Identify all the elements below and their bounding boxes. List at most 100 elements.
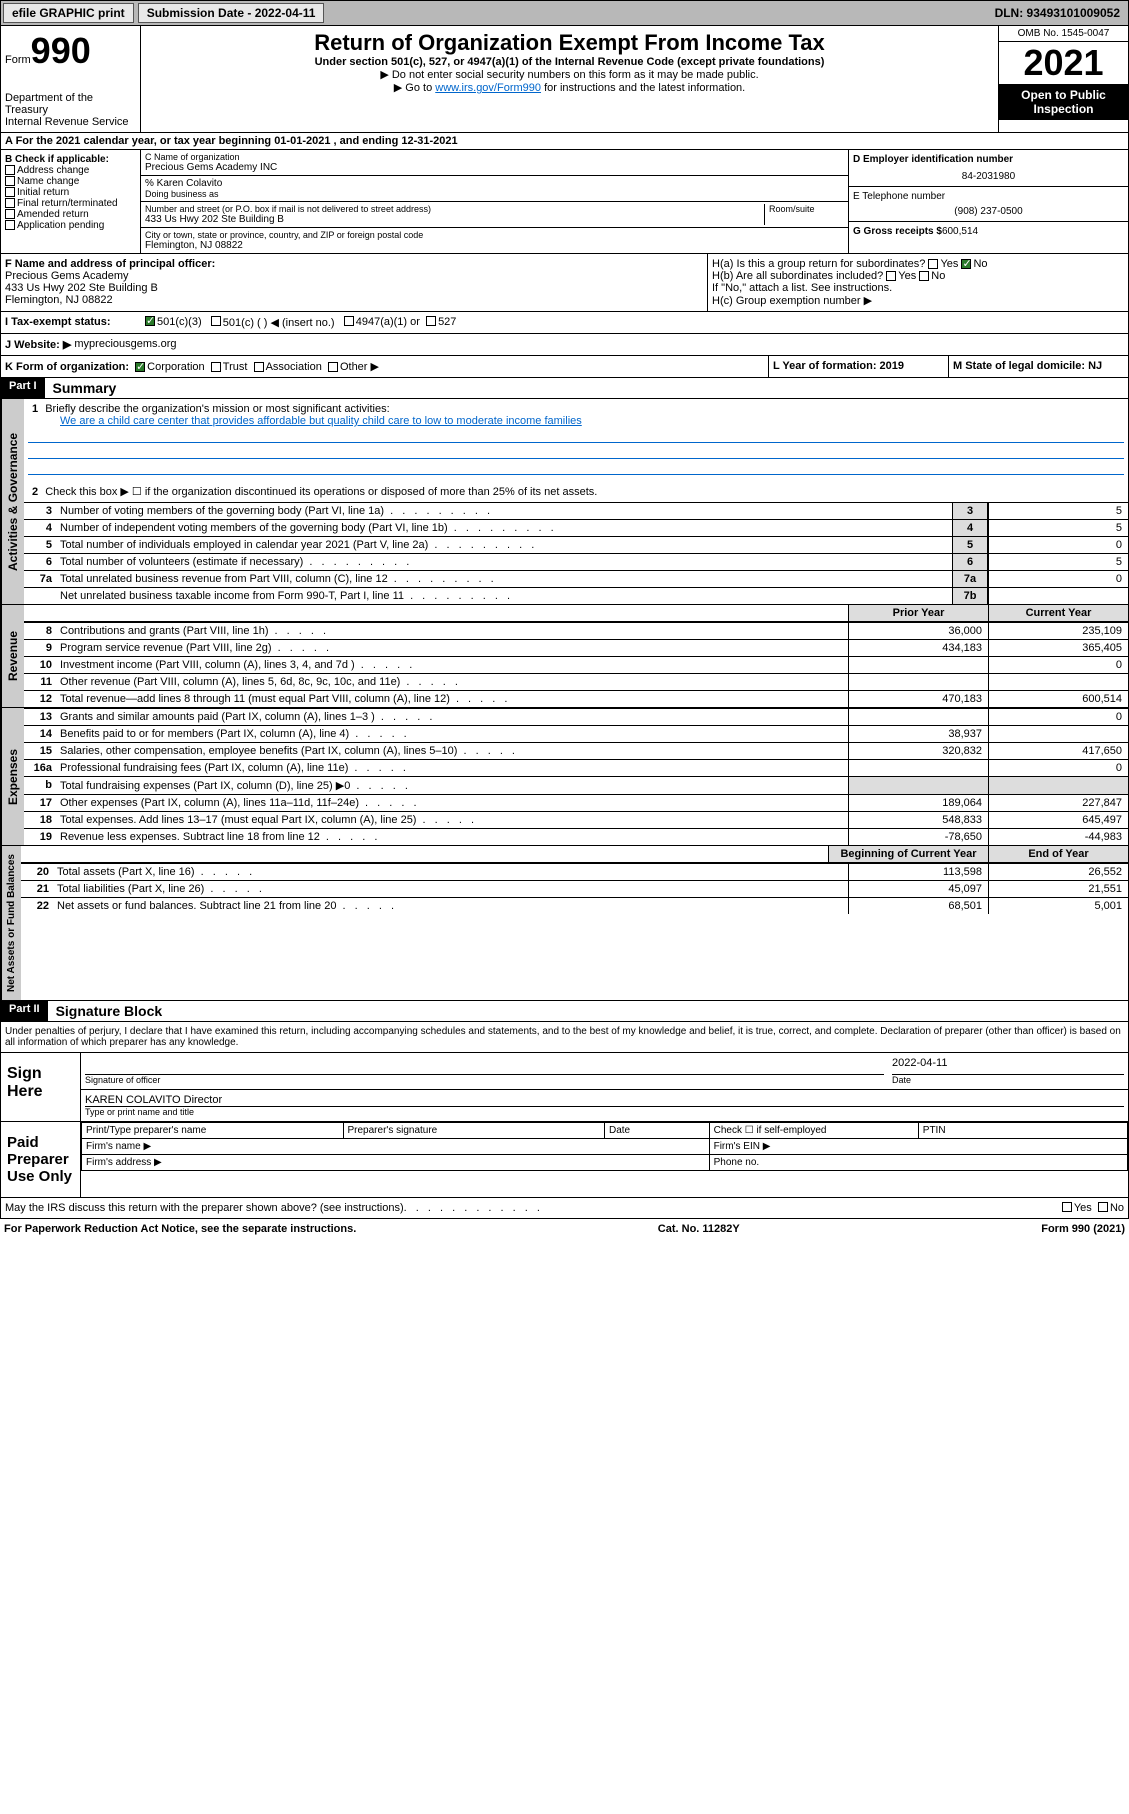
begin-year-header: Beginning of Current Year [828, 846, 988, 862]
501c-checkbox[interactable] [211, 316, 221, 326]
summary-line: 6 Total number of volunteers (estimate i… [24, 553, 1128, 570]
opt-label: Other ▶ [340, 361, 379, 373]
line-box: 3 [952, 503, 988, 519]
firm-ein-label: Firm's EIN ▶ [709, 1139, 1127, 1155]
line-m: M State of legal domicile: NJ [948, 356, 1128, 377]
line-num: 8 [24, 623, 56, 639]
prior-value [848, 760, 988, 776]
line-box: 7b [952, 588, 988, 604]
hb-no-checkbox[interactable] [919, 271, 929, 281]
amended-return-checkbox[interactable] [5, 209, 15, 219]
instructions-link[interactable]: www.irs.gov/Form990 [435, 82, 541, 94]
line-text: Contributions and grants (Part VIII, lin… [56, 623, 848, 639]
line-value: 5 [988, 554, 1128, 570]
summary-line: 9 Program service revenue (Part VIII, li… [24, 639, 1128, 656]
prior-value: -78,650 [848, 829, 988, 845]
assoc-checkbox[interactable] [254, 362, 264, 372]
tax-year: 2021 [999, 42, 1128, 84]
ha-yes-checkbox[interactable] [928, 259, 938, 269]
opt-label: 501(c) ( ) ◀ (insert no.) [223, 316, 335, 329]
line-text: Other expenses (Part IX, column (A), lin… [56, 795, 848, 811]
section-a: A For the 2021 calendar year, or tax yea… [0, 133, 1129, 150]
current-value: 235,109 [988, 623, 1128, 639]
cb-label: Initial return [17, 187, 69, 198]
cb-label: Amended return [17, 209, 89, 220]
corp-checkbox[interactable] [135, 362, 145, 372]
line-num: 9 [24, 640, 56, 656]
summary-line: 21 Total liabilities (Part X, line 26) .… [21, 880, 1128, 897]
hb-yes-checkbox[interactable] [886, 271, 896, 281]
final-return-checkbox[interactable] [5, 198, 15, 208]
instruction-1: ▶ Do not enter social security numbers o… [145, 68, 994, 81]
vtab-expenses: Expenses [1, 708, 24, 845]
block-d: D Employer identification number 84-2031… [848, 150, 1128, 253]
instruction-2: ▶ Go to www.irs.gov/Form990 for instruct… [145, 81, 994, 94]
prep-sig-label: Preparer's signature [343, 1123, 605, 1139]
line-num: 10 [24, 657, 56, 673]
mission-line [28, 429, 1124, 443]
care-of: % Karen Colavito [145, 178, 844, 189]
expenses-section: Expenses 13 Grants and similar amounts p… [0, 708, 1129, 846]
other-checkbox[interactable] [328, 362, 338, 372]
line-box: 4 [952, 520, 988, 536]
ptin-label: PTIN [918, 1123, 1127, 1139]
summary-line: 11 Other revenue (Part VIII, column (A),… [24, 673, 1128, 690]
527-checkbox[interactable] [426, 316, 436, 326]
501c3-checkbox[interactable] [145, 316, 155, 326]
line-value: 5 [988, 520, 1128, 536]
sign-here-label: Sign Here [1, 1053, 81, 1121]
vtab-activities: Activities & Governance [1, 399, 24, 604]
net-assets-section: Net Assets or Fund Balances Beginning of… [0, 846, 1129, 1001]
line-num: 18 [24, 812, 56, 828]
line-text: Total liabilities (Part X, line 26) . . … [53, 881, 848, 897]
ein-label: D Employer identification number [853, 154, 1124, 165]
room-label: Room/suite [764, 204, 844, 225]
line-text: Professional fundraising fees (Part IX, … [56, 760, 848, 776]
address-change-checkbox[interactable] [5, 165, 15, 175]
summary-line: 20 Total assets (Part X, line 16) . . . … [21, 863, 1128, 880]
current-value: 0 [988, 657, 1128, 673]
dba-label: Doing business as [145, 189, 844, 199]
city-label: City or town, state or province, country… [145, 230, 844, 240]
no-label: No [1110, 1202, 1124, 1214]
line-num: 7a [24, 571, 56, 587]
prior-value: 113,598 [848, 864, 988, 880]
line-text: Total revenue—add lines 8 through 11 (mu… [56, 691, 848, 707]
form-ref: Form 990 (2021) [1041, 1223, 1125, 1235]
discuss-yes-checkbox[interactable] [1062, 1202, 1072, 1212]
officer-name-title: KAREN COLAVITO Director [85, 1094, 1124, 1107]
signature-line[interactable] [85, 1057, 884, 1075]
line-text: Other revenue (Part VIII, column (A), li… [56, 674, 848, 690]
line-num: 16a [24, 760, 56, 776]
dots: . . . . . . . . . . . . [404, 1202, 1062, 1214]
submission-button[interactable]: Submission Date - 2022-04-11 [138, 3, 325, 23]
trust-checkbox[interactable] [211, 362, 221, 372]
entity-block: B Check if applicable: Address change Na… [0, 150, 1129, 254]
ha-no-checkbox[interactable] [961, 259, 971, 269]
current-value: 26,552 [988, 864, 1128, 880]
4947-checkbox[interactable] [344, 316, 354, 326]
summary-line: 16a Professional fundraising fees (Part … [24, 759, 1128, 776]
prep-date-label: Date [605, 1123, 710, 1139]
line2-text: Check this box ▶ ☐ if the organization d… [45, 486, 597, 498]
initial-return-checkbox[interactable] [5, 187, 15, 197]
org-name: Precious Gems Academy INC [145, 162, 844, 173]
application-pending-checkbox[interactable] [5, 220, 15, 230]
street-address: 433 Us Hwy 202 Ste Building B [145, 214, 764, 225]
efile-button[interactable]: efile GRAPHIC print [3, 3, 134, 23]
name-change-checkbox[interactable] [5, 176, 15, 186]
opt-label: Association [266, 361, 322, 373]
topbar: efile GRAPHIC print Submission Date - 20… [0, 0, 1129, 26]
line-num: 22 [21, 898, 53, 914]
line-text: Grants and similar amounts paid (Part IX… [56, 709, 848, 725]
summary-line: Net unrelated business taxable income fr… [24, 587, 1128, 604]
discuss-no-checkbox[interactable] [1098, 1202, 1108, 1212]
part2-title: Signature Block [48, 1001, 171, 1021]
summary-line: 13 Grants and similar amounts paid (Part… [24, 708, 1128, 725]
line-num: 4 [24, 520, 56, 536]
line-text: Net assets or fund balances. Subtract li… [53, 898, 848, 914]
line-num [24, 588, 56, 604]
summary-line: b Total fundraising expenses (Part IX, c… [24, 776, 1128, 794]
summary-line: 7a Total unrelated business revenue from… [24, 570, 1128, 587]
current-value: 365,405 [988, 640, 1128, 656]
